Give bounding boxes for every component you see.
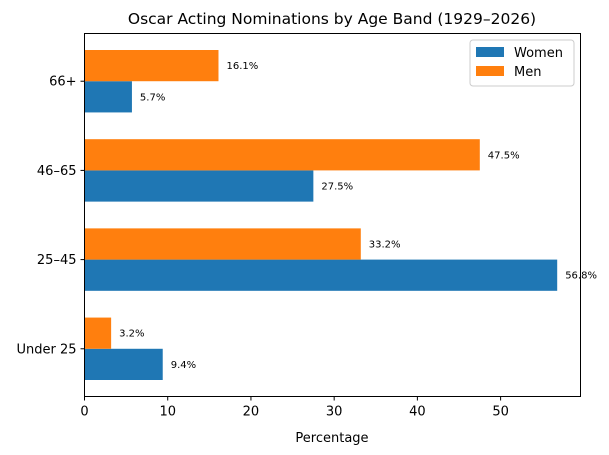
data-label-men: 33.2% xyxy=(369,239,401,250)
legend: Women Men xyxy=(469,39,575,87)
data-label-women: 56.8% xyxy=(565,271,597,282)
y-tick-label: Under 25 xyxy=(16,342,76,357)
data-label-women: 9.4% xyxy=(171,360,196,371)
bar-men xyxy=(84,317,112,349)
legend-swatch-men xyxy=(476,66,504,76)
x-tick-label: 40 xyxy=(409,405,426,420)
x-tick-label: 20 xyxy=(243,405,260,420)
x-tick-label: 10 xyxy=(159,405,176,420)
bars-layer xyxy=(84,50,558,380)
bar-women xyxy=(84,81,132,113)
chart-title: Oscar Acting Nominations by Age Band (19… xyxy=(128,10,536,28)
y-axis: Under 25 25–45 46–65 66+ xyxy=(16,75,85,357)
x-tick-label: 30 xyxy=(326,405,343,420)
bar-men xyxy=(84,228,361,260)
bar-women xyxy=(84,259,558,291)
x-tick-label: 0 xyxy=(80,405,88,420)
data-label-women: 27.5% xyxy=(321,182,353,193)
legend-label-men: Men xyxy=(514,65,541,80)
data-labels-layer: 9.4% 56.8% 27.5% 5.7% 3.2% 33.2% 47.5% 16.1% xyxy=(119,61,597,371)
bar-women xyxy=(84,348,163,380)
y-tick-label: 46–65 xyxy=(37,164,77,179)
legend-swatch-women xyxy=(476,47,504,57)
y-tick-label: 25–45 xyxy=(37,253,77,268)
data-label-men: 16.1% xyxy=(226,61,258,72)
bar-women xyxy=(84,170,314,202)
y-tick-label: 66+ xyxy=(49,75,76,90)
bar-men xyxy=(84,50,219,82)
plot-frame xyxy=(84,33,581,397)
data-label-men: 3.2% xyxy=(119,329,144,340)
legend-label-women: Women xyxy=(514,46,563,61)
bar-men xyxy=(84,139,480,171)
data-label-men: 47.5% xyxy=(488,150,520,161)
x-axis: 0 10 20 30 40 50 xyxy=(80,396,509,420)
x-axis-label: Percentage xyxy=(295,431,368,446)
data-label-women: 5.7% xyxy=(140,92,165,103)
x-tick-label: 50 xyxy=(492,405,509,420)
